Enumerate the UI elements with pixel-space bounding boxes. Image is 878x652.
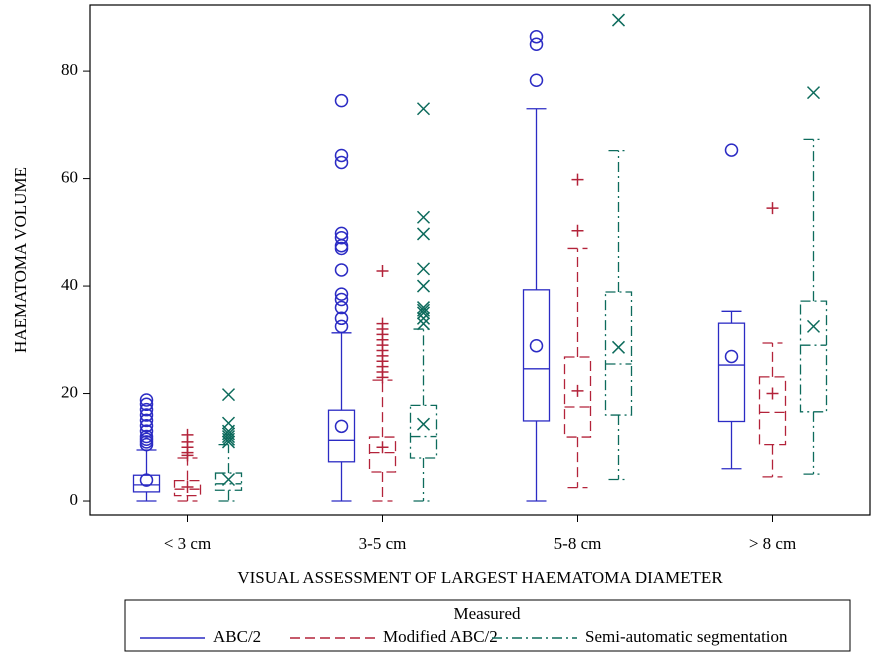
marker: [766, 202, 779, 215]
x-tick-label: < 3 cm: [164, 534, 211, 553]
marker: [139, 402, 154, 417]
box: [522, 289, 551, 422]
marker: [806, 319, 821, 333]
marker: [334, 93, 349, 108]
legend-label: Modified ABC/2: [383, 627, 498, 646]
marker: [416, 279, 431, 293]
marker: [529, 29, 544, 44]
box: [132, 474, 161, 493]
marker: [334, 226, 349, 241]
marker: [221, 473, 236, 487]
marker: [139, 397, 154, 412]
marker: [334, 155, 349, 170]
marker: [139, 424, 154, 438]
x-axis-label: VISUAL ASSESSMENT OF LARGEST HAEMATOMA D…: [237, 568, 723, 587]
legend-label: ABC/2: [213, 627, 261, 646]
marker: [724, 143, 739, 157]
box: [717, 322, 746, 423]
box: [409, 404, 438, 459]
marker: [221, 430, 236, 444]
marker: [416, 102, 431, 116]
x-tick-label: > 8 cm: [749, 534, 796, 553]
legend-title: Measured: [453, 604, 521, 623]
marker: [221, 427, 236, 441]
marker: [571, 384, 584, 397]
marker: [334, 300, 349, 315]
marker: [334, 287, 349, 301]
marker: [416, 301, 431, 315]
marker: [806, 86, 821, 100]
marker: [611, 13, 626, 27]
y-tick-label: 20: [61, 382, 78, 401]
marker: [334, 230, 349, 245]
box: [327, 409, 356, 463]
marker: [334, 311, 349, 326]
marker: [376, 441, 389, 454]
marker: [571, 173, 584, 186]
box: [214, 472, 243, 491]
marker: [416, 262, 431, 276]
box: [758, 376, 787, 446]
marker: [181, 481, 194, 494]
marker: [416, 306, 431, 320]
marker: [334, 419, 349, 434]
marker: [529, 37, 544, 51]
marker: [221, 388, 236, 402]
box: [173, 479, 202, 497]
marker: [416, 210, 431, 224]
marker: [416, 417, 431, 431]
x-tick-label: 3-5 cm: [359, 534, 407, 553]
legend-label: Semi-automatic segmentation: [585, 627, 788, 646]
marker: [181, 428, 194, 441]
marker: [724, 349, 739, 364]
marker: [334, 148, 349, 163]
box: [604, 291, 633, 416]
marker: [139, 413, 154, 428]
marker: [416, 317, 431, 331]
x-tick-label: 5-8 cm: [554, 534, 602, 553]
marker: [334, 292, 349, 307]
marker: [139, 419, 154, 433]
marker: [529, 338, 544, 353]
marker: [416, 303, 431, 317]
box: [563, 356, 592, 438]
marker: [221, 416, 236, 430]
y-tick-label: 40: [61, 275, 78, 294]
marker: [529, 73, 544, 87]
marker: [334, 263, 349, 277]
marker: [611, 340, 626, 354]
marker: [139, 408, 154, 422]
y-tick-label: 0: [70, 490, 79, 509]
plot-frame: [89, 4, 871, 516]
y-tick-label: 80: [61, 60, 78, 79]
y-axis-label: HAEMATOMA VOLUME: [11, 167, 30, 353]
marker: [571, 224, 584, 237]
marker: [416, 227, 431, 241]
marker: [334, 319, 349, 334]
marker: [376, 265, 389, 278]
legend-frame: [124, 599, 851, 652]
marker: [139, 429, 154, 444]
marker: [139, 473, 154, 487]
marker: [766, 387, 779, 400]
box: [799, 300, 828, 413]
y-tick-label: 60: [61, 167, 78, 186]
marker: [139, 393, 154, 407]
marker: [376, 317, 389, 330]
